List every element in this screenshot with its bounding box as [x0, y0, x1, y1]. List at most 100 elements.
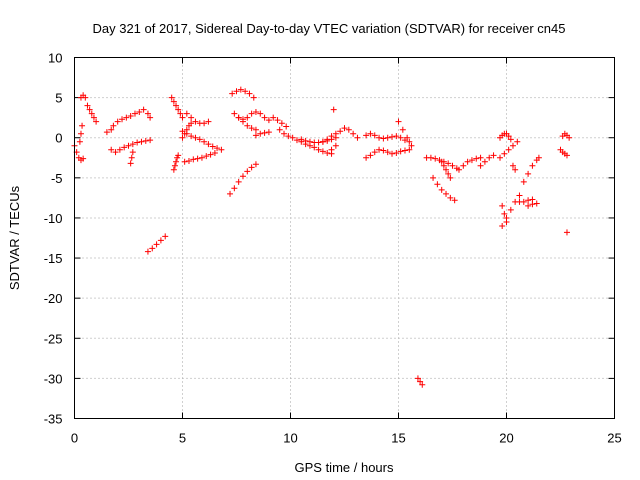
data-point — [512, 166, 519, 173]
data-point — [535, 154, 542, 161]
series-arc39 — [499, 202, 510, 225]
data-point — [328, 146, 335, 153]
data-point — [363, 154, 370, 161]
data-point — [125, 142, 132, 149]
data-point — [142, 137, 149, 144]
data-point — [188, 120, 195, 127]
y-tick-label: -20 — [44, 291, 63, 306]
grid-lines — [74, 57, 615, 419]
data-point — [529, 162, 536, 169]
data-point — [173, 102, 180, 109]
data-point — [497, 154, 504, 161]
data-point — [227, 190, 234, 197]
data-point — [248, 125, 255, 132]
data-point — [443, 190, 450, 197]
data-point — [134, 139, 141, 146]
data-point — [414, 375, 421, 382]
data-point — [175, 152, 182, 159]
data-point — [76, 138, 83, 145]
data-point — [477, 162, 484, 169]
data-point — [529, 201, 536, 208]
data-point — [196, 136, 203, 143]
series-arc05 — [103, 129, 110, 136]
series-arc33 — [438, 158, 454, 181]
y-tick-label: 10 — [48, 51, 62, 66]
data-point — [319, 138, 326, 145]
data-point — [384, 149, 391, 156]
data-point — [188, 133, 195, 140]
axis-ticks — [74, 57, 615, 419]
series-arc35 — [477, 152, 497, 169]
data-point — [447, 194, 454, 201]
data-point — [501, 210, 508, 217]
data-point — [84, 102, 91, 109]
series-arc29 — [395, 118, 415, 149]
data-point — [447, 174, 454, 181]
data-point — [350, 130, 357, 137]
data-point — [445, 170, 452, 177]
data-point — [144, 248, 151, 255]
series-arc28 — [363, 146, 413, 161]
data-point — [464, 158, 471, 165]
series-arc20 — [252, 129, 272, 139]
data-point — [170, 98, 177, 105]
chart-title: Day 321 of 2017, Sidereal Day-to-day VTE… — [92, 21, 565, 36]
data-point — [188, 114, 195, 121]
data-point — [417, 378, 424, 385]
data-point — [376, 134, 383, 141]
data-point — [430, 174, 437, 181]
series-arc21 — [270, 114, 290, 130]
data-point — [324, 136, 331, 143]
y-tick-label: -25 — [44, 331, 63, 346]
data-point — [490, 152, 497, 159]
data-point — [93, 118, 100, 125]
plot-frame — [74, 57, 615, 419]
y-tick-label: -5 — [51, 171, 63, 186]
data-point — [505, 133, 512, 140]
data-point — [449, 162, 456, 169]
data-point — [393, 149, 400, 156]
x-axis-tick-labels: 0 5 10 15 20 25 — [71, 431, 622, 446]
data-point — [108, 126, 115, 133]
data-point — [131, 110, 138, 117]
data-point — [460, 162, 467, 169]
series-arc06 — [108, 106, 154, 133]
data-point — [149, 245, 156, 252]
y-tick-label: -15 — [44, 251, 63, 266]
data-point — [563, 229, 570, 236]
data-point — [147, 114, 154, 121]
data-point — [293, 137, 300, 144]
data-point — [183, 130, 190, 137]
series-arc44 — [559, 130, 573, 141]
data-point — [207, 151, 214, 158]
data-point — [179, 134, 186, 141]
data-point — [261, 114, 268, 121]
data-point — [246, 90, 253, 97]
series-arc45 — [557, 146, 570, 159]
data-point — [112, 149, 119, 156]
data-point — [337, 128, 344, 135]
data-point — [114, 118, 121, 125]
data-point — [525, 170, 532, 177]
data-point — [82, 94, 89, 101]
data-point — [127, 113, 134, 120]
data-point — [244, 114, 251, 121]
data-point — [507, 136, 514, 143]
data-point — [468, 157, 475, 164]
data-point — [147, 137, 154, 144]
data-point — [509, 142, 516, 149]
x-tick-label: 15 — [391, 431, 405, 446]
data-point — [445, 160, 452, 167]
data-point — [477, 154, 484, 161]
data-point — [244, 122, 251, 129]
data-point — [332, 142, 339, 149]
data-point — [121, 144, 128, 151]
data-point — [345, 126, 352, 133]
data-point — [79, 122, 86, 129]
data-point — [406, 146, 413, 153]
data-point — [175, 106, 182, 113]
data-point — [473, 155, 480, 162]
data-point — [248, 110, 255, 117]
series-arc38 — [499, 192, 523, 229]
